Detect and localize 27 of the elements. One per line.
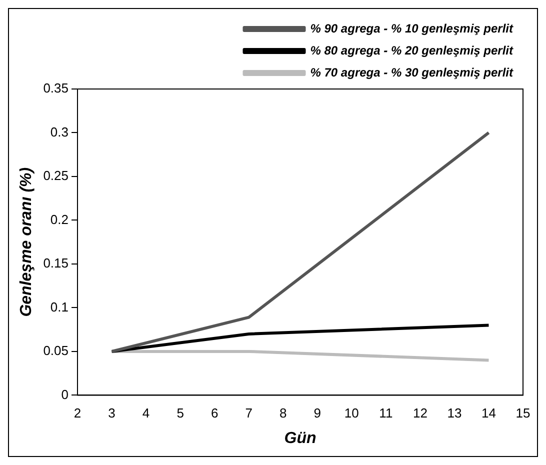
x-tick-label: 12 <box>412 406 428 421</box>
x-tick-label: 8 <box>280 406 287 421</box>
x-tick-label: 14 <box>481 406 496 421</box>
y-tick-label: 0.35 <box>43 80 68 96</box>
x-tick-label: 13 <box>447 406 462 421</box>
y-tick-label: 0.25 <box>43 168 68 184</box>
x-tick-label: 4 <box>142 406 150 421</box>
y-tick-label: 0 <box>61 386 68 402</box>
y-tick-label: 0.1 <box>50 299 68 314</box>
x-axis-title: Gün <box>284 430 316 447</box>
x-tick-label: 2 <box>74 406 82 421</box>
x-tick-label: 7 <box>245 406 252 421</box>
x-tick-label: 5 <box>176 406 184 421</box>
x-tick-label: 10 <box>344 406 359 421</box>
x-tick-label: 15 <box>516 406 530 421</box>
x-tick-label: 3 <box>108 406 116 421</box>
x-tick-label: 11 <box>379 406 393 421</box>
y-tick-label: 0.3 <box>50 124 68 140</box>
y-tick-label: 0.15 <box>43 256 68 271</box>
y-tick-label: 0.05 <box>43 343 68 358</box>
legend-label: % 70 agrega - % 30 genleşmiş perlit <box>310 65 514 80</box>
legend-label: % 80 agrega - % 20 genleşmiş perlit <box>310 43 514 58</box>
y-tick-label: 0.2 <box>50 212 68 227</box>
x-tick-label: 6 <box>210 406 218 421</box>
y-axis-title: Genleşme oranı (%) <box>18 167 36 317</box>
legend-label: % 90 agrega - % 10 genleşmiş perlit <box>310 21 514 36</box>
x-tick-label: 9 <box>314 406 322 421</box>
